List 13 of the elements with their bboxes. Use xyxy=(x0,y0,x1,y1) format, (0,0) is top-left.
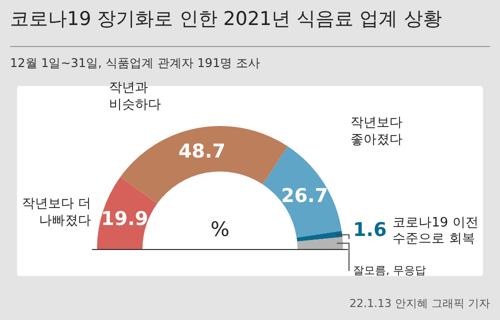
slice-label: 코로나19 이전 수준으로 회복 xyxy=(392,215,478,246)
data-label: 48.7 xyxy=(178,140,226,162)
text: % xyxy=(210,217,230,242)
data-label: 1.6 xyxy=(353,218,387,241)
slice-label: 작년보다 더 나빠졌다 xyxy=(22,196,91,228)
data-label: 19.9 xyxy=(101,208,148,230)
text: 22.1.13 안지혜 그래픽 기자 xyxy=(350,296,490,311)
chart-subtitle: 12월 1일~31일, 식품업계 관계자 191명 조사 xyxy=(10,55,260,72)
slice-label: 작년과 비슷하다 xyxy=(108,80,161,113)
chart-title: 코로나19 장기화로 인한 2021년 식음료 업계 상황 xyxy=(10,7,442,32)
slice-label: 작년보다 좋아졌다 xyxy=(350,115,402,148)
data-label: 26.7 xyxy=(281,185,328,208)
slice-label: 잘모름, 무응답 xyxy=(353,264,426,277)
